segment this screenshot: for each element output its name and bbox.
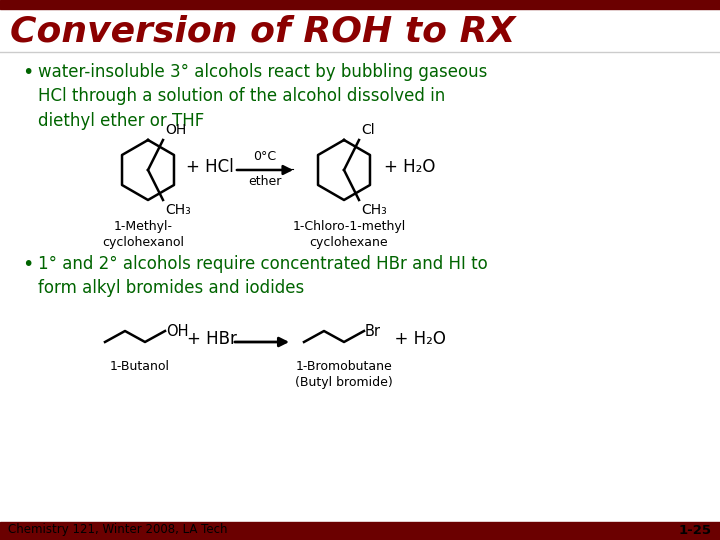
Text: Cl: Cl [361, 123, 374, 137]
Text: Br: Br [365, 325, 381, 340]
Text: OH: OH [166, 325, 189, 340]
Text: 1-Butanol: 1-Butanol [110, 360, 170, 373]
Text: OH: OH [165, 123, 186, 137]
Text: + HCl: + HCl [186, 158, 234, 176]
Text: ether: ether [248, 175, 282, 188]
Text: + H₂O: + H₂O [384, 330, 446, 348]
Text: 1-Bromobutane
(Butyl bromide): 1-Bromobutane (Butyl bromide) [295, 360, 393, 389]
Text: •: • [22, 63, 33, 82]
Text: 0°C: 0°C [253, 150, 276, 163]
Text: Conversion of ROH to RX: Conversion of ROH to RX [10, 15, 516, 49]
Text: 1° and 2° alcohols require concentrated HBr and HI to
form alkyl bromides and io: 1° and 2° alcohols require concentrated … [38, 255, 487, 298]
Text: 1-Chloro-1-methyl
cyclohexane: 1-Chloro-1-methyl cyclohexane [292, 220, 405, 249]
Bar [0, 0, 720, 9]
Text: CH₃: CH₃ [361, 203, 387, 217]
Text: CH₃: CH₃ [165, 203, 191, 217]
Text: + HBr: + HBr [187, 330, 237, 348]
Text: + H₂O: + H₂O [384, 158, 436, 176]
Text: water-insoluble 3° alcohols react by bubbling gaseous
HCl through a solution of : water-insoluble 3° alcohols react by bub… [38, 63, 487, 130]
Text: •: • [22, 255, 33, 274]
Text: Chemistry 121, Winter 2008, LA Tech: Chemistry 121, Winter 2008, LA Tech [8, 523, 228, 537]
Bar [0, 522, 720, 540]
Text: 1-Methyl-
cyclohexanol: 1-Methyl- cyclohexanol [102, 220, 184, 249]
Text: 1-25: 1-25 [679, 523, 712, 537]
